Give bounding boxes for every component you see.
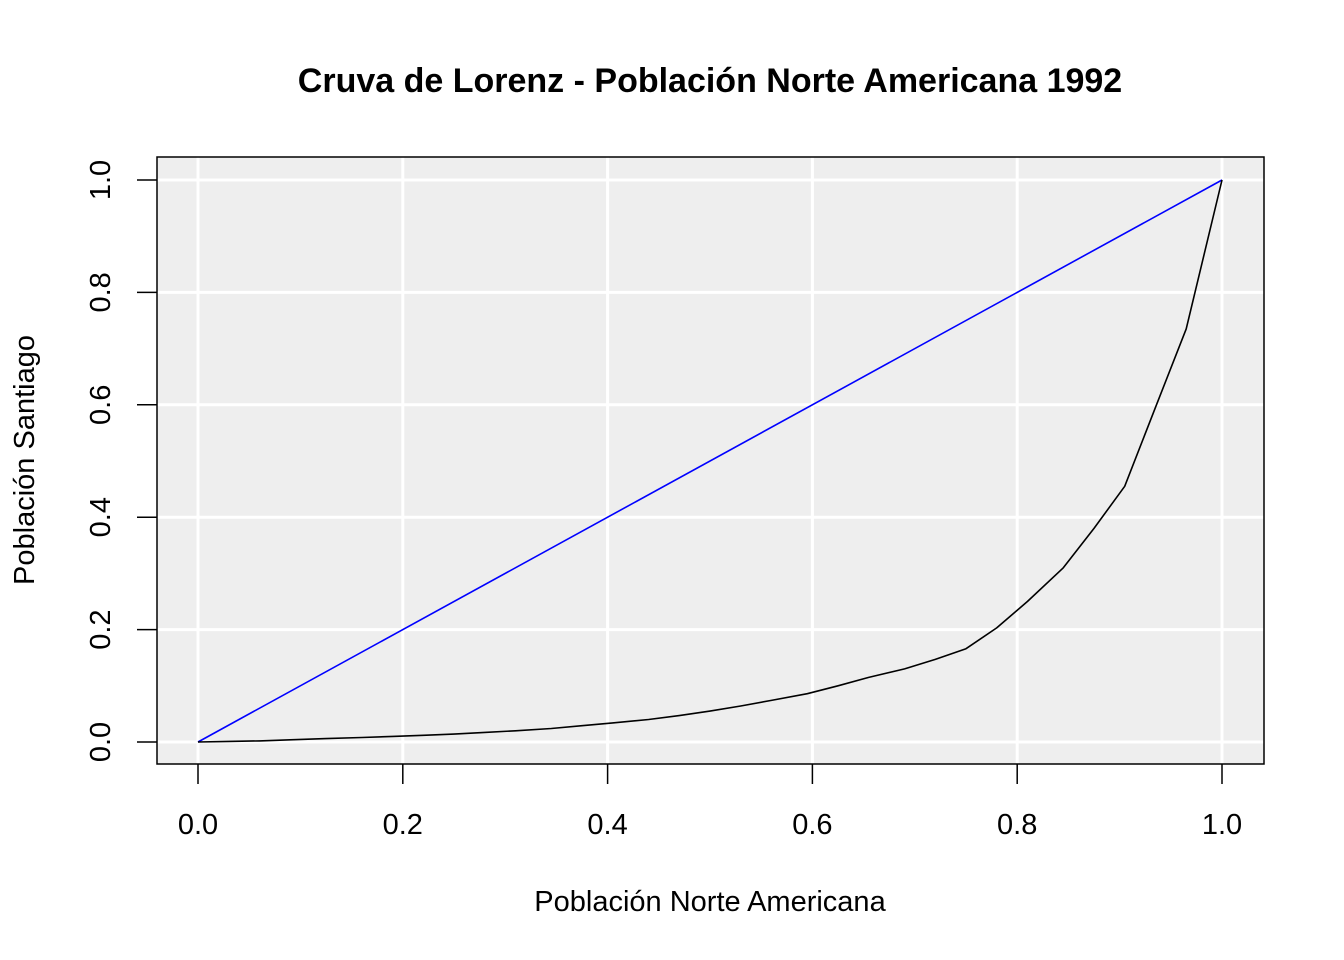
series-lines bbox=[197, 179, 1223, 743]
y-axis-title: Población Santiago bbox=[9, 335, 41, 585]
equality-line bbox=[197, 179, 1223, 743]
y-tick-label: 1.0 bbox=[85, 160, 117, 200]
x-tick-label: 0.4 bbox=[587, 809, 627, 841]
chart-title: Cruva de Lorenz - Población Norte Americ… bbox=[298, 62, 1122, 100]
y-tick-label: 0.0 bbox=[85, 722, 117, 762]
y-axis: 0.0 0.2 0.4 0.6 0.8 1.0 bbox=[85, 160, 157, 762]
y-tick-label: 0.6 bbox=[85, 385, 117, 425]
plot-frame bbox=[156, 156, 1265, 765]
y-tick-label: 0.8 bbox=[85, 272, 117, 312]
y-tick-label: 0.4 bbox=[85, 497, 117, 537]
lorenz-curve-line bbox=[197, 179, 1223, 743]
x-tick-label: 0.2 bbox=[383, 809, 423, 841]
x-tick-label: 0.6 bbox=[792, 809, 832, 841]
x-tick-label: 0.8 bbox=[997, 809, 1037, 841]
y-tick-label: 0.2 bbox=[85, 609, 117, 649]
x-axis-title: Población Norte Americana bbox=[534, 886, 886, 918]
x-tick-label: 1.0 bbox=[1202, 809, 1242, 841]
x-tick-label: 0.0 bbox=[178, 809, 218, 841]
x-axis: 0.0 0.2 0.4 0.6 0.8 1.0 bbox=[178, 764, 1242, 841]
grid-lines bbox=[157, 157, 1264, 764]
